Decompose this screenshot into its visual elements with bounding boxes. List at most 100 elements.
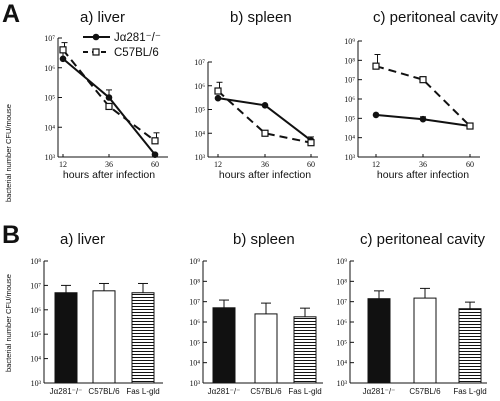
y-tick-label: 10⁹ [344,37,355,46]
data-point [214,94,222,102]
data-point [372,111,380,119]
y-tick-label: 10⁶ [189,318,200,327]
x-tick-label: 60 [466,160,474,169]
y-tick-label: 10³ [190,379,201,388]
y-tick-label: 10⁵ [194,106,205,115]
y-tick-label: 10⁴ [336,359,347,368]
series-line-c57bl6 [375,65,471,127]
x-tick-label: 12 [214,160,222,169]
panel-a-letter: A [2,0,20,28]
y-tick-label: 10⁷ [344,76,355,85]
legend-label-c57bl6: C57BL/6 [114,47,159,59]
y-tick-label: 10³ [31,379,42,388]
data-point [105,94,113,101]
x-tick-label: 12 [59,160,67,169]
category-label: C57BL/6 [409,387,441,396]
legend: Jα281⁻/⁻ C57BL/6 [83,32,161,59]
data-point [214,87,222,95]
bar [254,313,278,384]
y-tick-label: 10⁵ [344,114,355,123]
bar [54,292,78,384]
y-axis-title-a: bacterial number CFU/mouse [4,104,13,202]
x-tick-label: 12 [372,160,380,169]
panel-title: c) peritoneal cavity [373,9,499,26]
category-label: Fas L-gld [126,387,159,396]
y-tick-label: 10⁵ [30,330,41,339]
data-point [59,55,67,63]
category-label: Jα281⁻/⁻ [363,387,396,396]
panel-title: b) spleen [233,231,295,248]
y-tick-label: 10⁵ [189,338,200,347]
data-point [105,102,113,111]
bar [131,292,155,384]
x-axis-title: hours after infection [219,169,311,181]
y-tick-label: 10⁷ [189,298,200,307]
panel-b-letter: B [2,221,20,249]
category-label: Jα281⁻/⁻ [50,387,83,396]
bar [367,298,391,384]
y-tick-label: 10⁸ [344,56,355,65]
bar [458,308,482,384]
y-tick-label: 10⁴ [44,123,55,132]
y-tick-label: 10⁴ [30,355,41,364]
y-tick-label: 10⁸ [30,257,41,266]
series-line-c57bl6 [217,90,312,144]
panel-a-3: c) peritoneal cavity 10³ 10⁴ 10⁵ 10⁶ 10⁷ 10⁸ 10… [344,9,498,181]
legend-label-ja281: Jα281⁻/⁻ [114,32,161,44]
y-tick-label: 10⁷ [336,298,347,307]
x-axis-title: hours after infection [63,169,155,181]
y-tick-label: 10³ [45,153,56,162]
data-point [151,151,159,158]
x-tick-label: 36 [261,160,269,169]
y-tick-label: 10⁷ [194,58,205,67]
y-tick-label: 10⁶ [194,82,205,91]
y-tick-label: 10⁶ [44,64,55,73]
y-tick-label: 10⁹ [336,257,347,266]
panel-b-2: b) spleen 10³ 10⁴ 10⁵ 10⁶ 10⁷ 10⁸ 10⁹ Jα281⁻/⁻ C5… [189,231,323,396]
x-tick-label: 36 [105,160,113,169]
y-tick-label: 10³ [337,379,348,388]
y-tick-label: 10⁶ [344,95,355,104]
x-tick-label: 60 [307,160,315,169]
category-label: C57BL/6 [88,387,120,396]
data-point [466,122,474,130]
bar [293,316,317,384]
data-point [307,139,315,147]
data-point [151,137,159,145]
data-point [419,115,427,123]
y-tick-label: 10⁷ [30,281,41,290]
y-tick-label: 10³ [345,153,356,162]
y-axis-title-b: bacterial number CFU/mouse [4,274,13,372]
panel-title: c) peritoneal cavity [360,231,486,248]
panel-b-1: a) liver 10³ 10⁴ 10⁵ 10⁶ 10⁷ 10⁸ Jα281⁻/⁻ C57BL/… [30,231,163,396]
y-tick-label: 10⁶ [30,306,41,315]
y-tick-label: 10⁵ [44,94,55,103]
data-point [59,46,67,54]
y-tick-label: 10⁷ [44,34,55,43]
y-tick-label: 10⁶ [336,318,347,327]
x-axis-title: hours after infection [377,169,469,181]
panel-b-3: c) peritoneal cavity 10³ 10⁴ 10⁵ 10⁶ 10⁷ 10⁸ 10… [336,231,487,396]
data-point [372,62,380,70]
category-label: Fas L-gld [453,387,486,396]
data-point [419,76,427,84]
panel-title: b) spleen [230,9,292,26]
y-tick-label: 10⁴ [189,359,200,368]
category-label: Fas L-gld [288,387,321,396]
legend-marker-c57bl6 [92,48,100,56]
y-tick-label: 10⁵ [336,338,347,347]
panel-title: a) liver [80,9,125,26]
category-label: Jα281⁻/⁻ [208,387,241,396]
bar [413,297,437,384]
y-tick-label: 10⁸ [189,277,200,286]
y-tick-label: 10⁸ [336,277,347,286]
x-tick-label: 60 [151,160,159,169]
y-tick-label: 10⁹ [189,257,200,266]
bar [92,290,116,384]
y-tick-label: 10³ [195,153,206,162]
legend-marker-ja281 [92,33,100,41]
x-tick-label: 36 [419,160,427,169]
